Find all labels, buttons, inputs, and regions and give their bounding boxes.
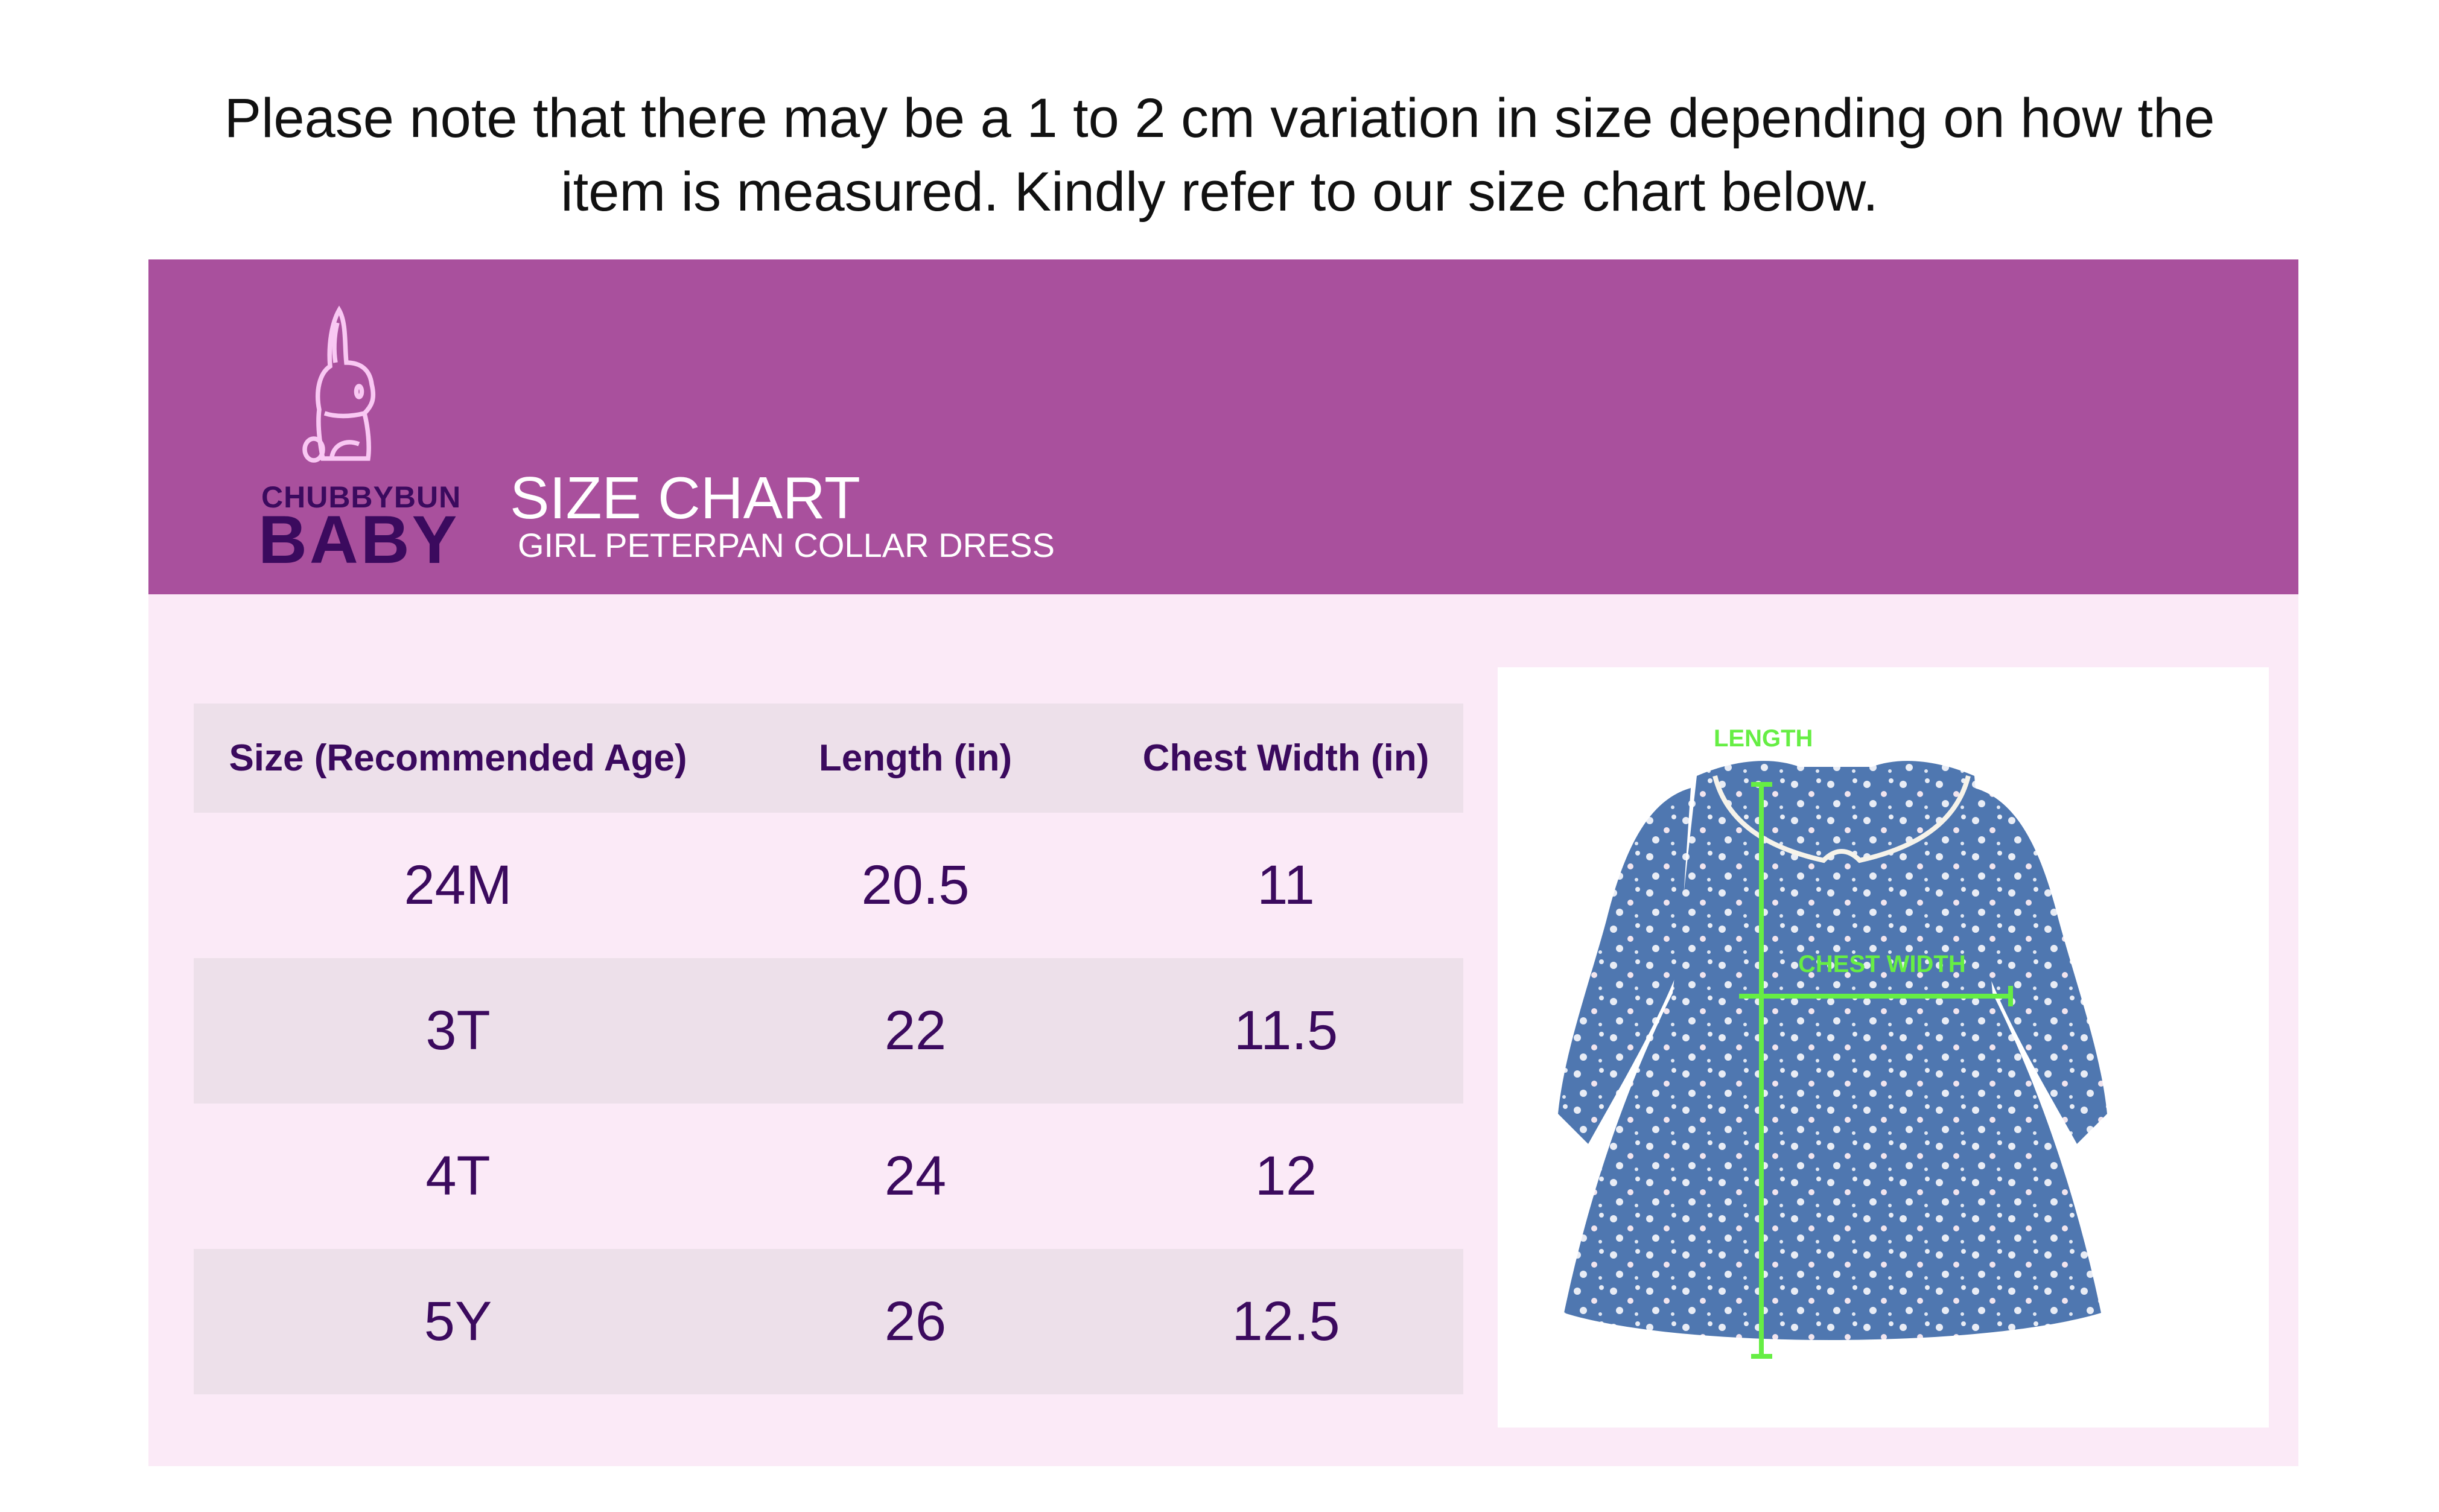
dress-left-sleeve (1558, 788, 1691, 1144)
cell-chest: 11.5 (1233, 1000, 1338, 1061)
cell-length: 22 (884, 1000, 947, 1061)
dress-right-sleeve (1974, 788, 2107, 1144)
cell-length: 26 (884, 1291, 947, 1352)
column-header-size: Size (Recommended Age) (229, 737, 687, 779)
chest-width-label: CHEST WIDTH (1798, 951, 1966, 977)
page-title: SIZE CHART (510, 465, 860, 531)
table-header-row: Size (Recommended Age) Length (in) Chest… (194, 704, 1463, 813)
note-line-2: item is measured. Kindly refer to our si… (561, 161, 1878, 223)
column-header-chest: Chest Width (in) (1142, 737, 1429, 779)
header-banner (148, 259, 2298, 594)
table-row: 3T 22 11.5 (194, 958, 1463, 1104)
table-row: 5Y 26 12.5 (194, 1249, 1463, 1394)
cell-chest: 12 (1254, 1145, 1317, 1207)
product-subtitle: GIRL PETERPAN COLLAR DRESS (518, 526, 1055, 564)
cell-size: 4T (425, 1145, 491, 1207)
cell-size: 24M (404, 854, 512, 916)
size-variation-note: Please note that there may be a 1 to 2 c… (0, 81, 2439, 229)
table-row: 24M 20.5 11 (194, 813, 1463, 958)
dress-body (1564, 761, 2101, 1340)
length-label: LENGTH (1714, 725, 1813, 752)
brand-name-line-1: CHUBBYBUN (261, 480, 462, 514)
cell-chest: 12.5 (1232, 1291, 1340, 1352)
cell-length: 20.5 (861, 854, 970, 916)
cell-chest: 11 (1257, 854, 1315, 916)
note-line-1: Please note that there may be a 1 to 2 c… (224, 87, 2215, 149)
dress-image: LENGTH CHEST WIDTH (1498, 667, 2269, 1428)
bunny-icon (302, 305, 376, 463)
cell-length: 24 (884, 1145, 947, 1207)
size-table: Size (Recommended Age) Length (in) Chest… (194, 704, 1463, 1394)
cell-size: 3T (425, 1000, 491, 1061)
dress-illustration (1558, 761, 2107, 1359)
column-header-length: Length (in) (818, 737, 1013, 779)
dress-collar (1712, 775, 1971, 863)
table-row: 4T 24 12 (194, 1104, 1463, 1249)
brand-name-line-2: BABY (258, 502, 460, 577)
cell-size: 5Y (424, 1291, 492, 1352)
